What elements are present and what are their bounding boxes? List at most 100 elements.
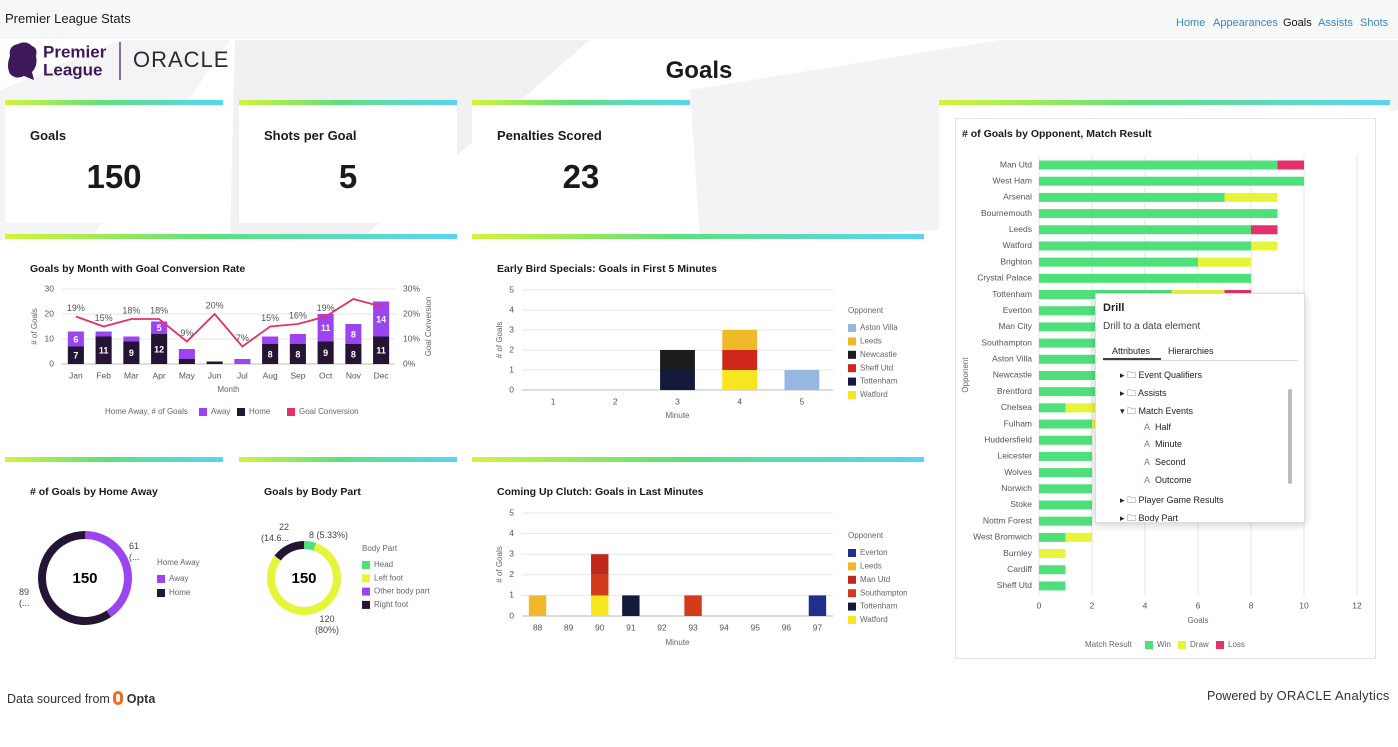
line-value-label: 9% (180, 328, 193, 338)
y-tick-label: Crystal Palace (977, 273, 1032, 283)
legend-swatch (237, 408, 245, 416)
legend-swatch (1145, 641, 1153, 649)
bar-segment (622, 595, 640, 616)
tree-item[interactable]: A Half (1144, 422, 1172, 432)
y-tick-label: Aston Villa (992, 354, 1032, 364)
nav-link[interactable]: Appearances (1213, 17, 1278, 29)
bar-segment (722, 350, 758, 370)
bar-segment (1039, 532, 1066, 542)
legend-title: Body Part (362, 544, 398, 553)
y-tick-label: 2 (509, 344, 514, 354)
chart-card: Early Bird Specials: Goals in First 5 Mi… (472, 234, 924, 440)
y2-axis-title: Goal Conversion (424, 297, 433, 357)
x-tick-label: 8 (1249, 600, 1254, 610)
tree-item[interactable]: A Second (1144, 457, 1186, 467)
donut-slice (85, 531, 133, 618)
y-tick-label: Burnley (1003, 548, 1033, 558)
bar-segment (1039, 516, 1092, 526)
bar-segment (1039, 225, 1251, 235)
y-tick-label: Sheff Utd (997, 580, 1033, 590)
y-tick-label: Norwich (1001, 483, 1032, 493)
bar-segment (345, 324, 362, 344)
scrollbar[interactable] (1288, 389, 1292, 484)
legend-swatch (199, 408, 207, 416)
x-tick-label: Sep (290, 370, 305, 380)
bar-segment (373, 301, 390, 337)
bar-segment (1065, 532, 1092, 542)
nav-brand[interactable]: Premier League Stats (5, 11, 131, 26)
chart: # of Goals by Home Away 150 Home Away Away H… (30, 486, 200, 625)
legend-label: Everton (860, 548, 888, 557)
x-tick-label: 93 (688, 622, 698, 632)
y-tick-label: 1 (509, 364, 514, 374)
y-tick-label: 5 (509, 507, 514, 517)
bar-segment (1039, 549, 1066, 559)
x-axis-title: Goals (1188, 616, 1209, 625)
x-tick-label: 6 (1196, 600, 1201, 610)
y-tick-label: 4 (509, 528, 514, 538)
y-tick-label: 30 (45, 283, 55, 293)
x-axis-title: Month (217, 385, 239, 394)
x-tick-label: 4 (737, 396, 742, 406)
bar-segment (684, 595, 702, 616)
line-value-label: 20% (206, 300, 224, 310)
tree-item[interactable]: A Minute (1144, 439, 1183, 449)
bar-segment (67, 331, 84, 347)
legend-swatch (848, 350, 856, 359)
tree-item[interactable]: ▸ 🗀 Player Game Results (1120, 495, 1224, 505)
bar-segment (1039, 581, 1066, 591)
bar-segment (151, 321, 168, 334)
y-tick-label: West Ham (992, 175, 1032, 185)
legend-label: Goal Conversion (299, 407, 359, 416)
line (75, 298, 382, 348)
y2-tick-label: 30% (403, 283, 420, 293)
y-tick-label: Arsenal (1003, 192, 1032, 202)
kpi-value: 150 (86, 158, 142, 195)
donut-total: 150 (72, 570, 97, 587)
tree-item[interactable]: ▸ 🗀 Body Part (1120, 513, 1179, 523)
legend-swatch (848, 602, 856, 611)
drill-tab[interactable]: Hierarchies (1168, 346, 1214, 356)
tree-label: Match Events (1138, 406, 1194, 416)
tree-item[interactable]: ▾ 🗀 Match Events (1120, 406, 1194, 416)
bar-segment (1039, 257, 1198, 267)
tree-item[interactable]: ▸ 🗀 Assists (1120, 388, 1167, 398)
kpi-card: Penalties Scored 23 (472, 100, 690, 223)
nav-link[interactable]: Assists (1318, 17, 1353, 29)
bar-segment (1251, 225, 1278, 235)
tree-item[interactable]: A Outcome (1144, 475, 1192, 485)
drill-popup[interactable]: Drill Drill to a data element Attributes… (1095, 293, 1305, 523)
chart: Coming Up Clutch: Goals in Last Minutes 0… (495, 486, 907, 647)
bar-segment (1224, 192, 1278, 202)
opta-icon (113, 691, 124, 705)
y-tick-label: Leeds (1009, 224, 1032, 234)
legend-label: Leeds (860, 562, 882, 571)
drill-tab[interactable]: Attributes (1112, 346, 1151, 356)
nav-link[interactable]: Home (1176, 17, 1206, 29)
y-tick-label: 0 (49, 358, 54, 368)
legend-title: Opponent (848, 531, 884, 540)
donut-slice (38, 531, 112, 625)
tab-divider (1103, 360, 1299, 361)
y-tick-label: 5 (509, 284, 514, 294)
bar-segment (289, 344, 306, 364)
bar-segment (1039, 403, 1066, 413)
x-axis-title: Minute (665, 411, 690, 420)
y-tick-label: Nottm Forest (983, 515, 1033, 525)
bar-segment (178, 349, 195, 359)
legend-label: Other body part (374, 587, 430, 596)
y-tick-label: 0 (509, 384, 514, 394)
nav-link[interactable]: Shots (1360, 17, 1389, 29)
bar-segment (722, 330, 758, 350)
tree-item[interactable]: ▸ 🗀 Event Qualifiers (1120, 370, 1203, 380)
bar-segment (206, 361, 223, 364)
y-tick-label: Chelsea (1001, 402, 1032, 412)
bar-segment (528, 595, 547, 616)
x-tick-label: 91 (626, 622, 636, 632)
slice-value-label: 8 (5.33%) (309, 530, 349, 540)
chart-card: Coming Up Clutch: Goals in Last Minutes 0… (472, 457, 924, 650)
legend-title: Home Away, # of Goals (105, 407, 188, 416)
kpi-label: Penalties Scored (497, 128, 602, 143)
chart-card: Goals by Body Part 150 Body Part Head Left f… (239, 457, 457, 650)
nav-link[interactable]: Goals (1283, 17, 1312, 29)
